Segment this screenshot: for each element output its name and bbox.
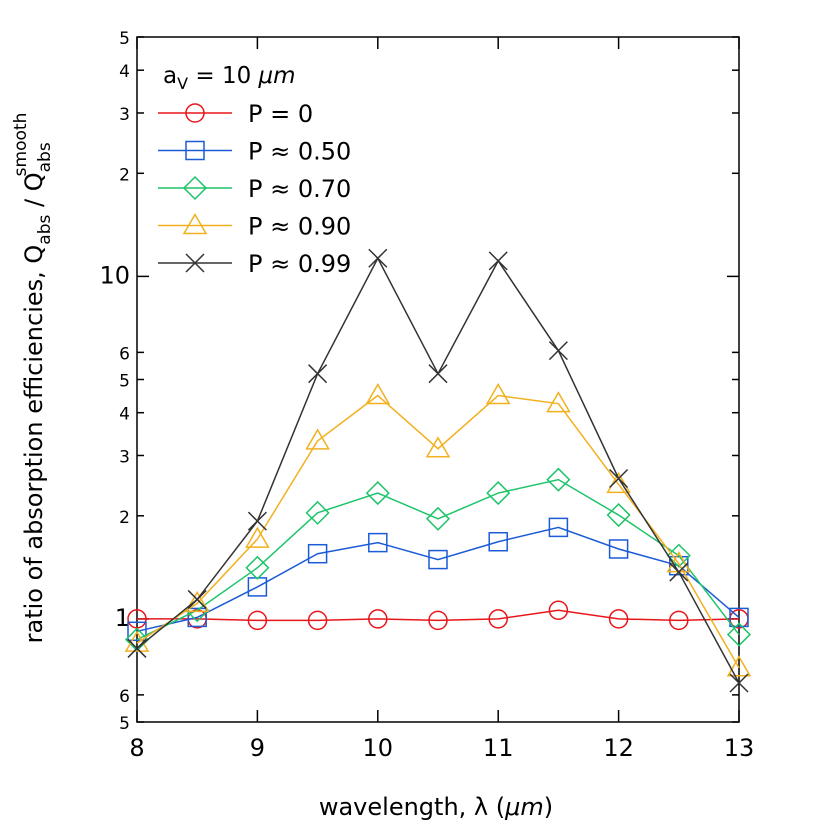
y-tick-label: 4 bbox=[119, 405, 130, 425]
marker bbox=[428, 364, 448, 384]
marker bbox=[546, 391, 571, 413]
legend-title-part: V bbox=[177, 74, 188, 93]
y-tick-label: 3 bbox=[119, 447, 130, 467]
marker bbox=[548, 517, 569, 538]
x-label-part: μm bbox=[504, 793, 544, 821]
marker bbox=[669, 562, 689, 582]
marker bbox=[368, 609, 388, 629]
legend-label: P = 0 bbox=[248, 100, 313, 128]
y-label-part: / Q bbox=[20, 172, 48, 214]
marker bbox=[425, 506, 451, 531]
series-line bbox=[136, 526, 740, 633]
y-label-part: abs bbox=[35, 214, 55, 244]
marker bbox=[548, 600, 569, 620]
marker bbox=[428, 549, 448, 570]
marker bbox=[365, 481, 390, 506]
legend-title-part: μm bbox=[258, 63, 296, 89]
marker bbox=[608, 539, 629, 559]
legend-title-part: a bbox=[163, 63, 177, 89]
x-label-part: ) bbox=[544, 793, 553, 821]
x-tick-label: 13 bbox=[724, 734, 755, 762]
marker bbox=[726, 655, 752, 677]
marker bbox=[729, 607, 749, 628]
marker bbox=[368, 248, 388, 268]
marker bbox=[127, 621, 147, 642]
y-tick-label: 10 bbox=[99, 261, 130, 289]
x-tick-label: 11 bbox=[483, 734, 514, 762]
marker bbox=[609, 468, 629, 489]
marker bbox=[245, 526, 270, 548]
x-axis-label: wavelength, λ (μm) bbox=[319, 793, 553, 821]
marker bbox=[307, 610, 328, 631]
y-axis-label: ratio of absorption efficiencies, Qabs /… bbox=[11, 113, 55, 644]
marker bbox=[606, 502, 631, 528]
marker bbox=[247, 511, 267, 531]
y-label-part: smooth bbox=[11, 113, 31, 177]
marker bbox=[127, 638, 147, 658]
y-tick-label: 5 bbox=[119, 29, 130, 49]
marker bbox=[488, 609, 508, 629]
marker bbox=[488, 251, 508, 271]
series-line bbox=[136, 478, 740, 641]
x-tick-label: 9 bbox=[250, 734, 265, 762]
y-tick-label: 2 bbox=[119, 165, 130, 185]
y-tick-label: 3 bbox=[119, 105, 130, 125]
marker bbox=[726, 622, 752, 647]
marker bbox=[485, 383, 511, 405]
marker bbox=[124, 630, 150, 652]
marker bbox=[548, 341, 568, 361]
marker bbox=[307, 543, 328, 564]
marker bbox=[368, 532, 388, 553]
marker bbox=[428, 610, 448, 631]
legend-marker bbox=[182, 213, 208, 235]
marker bbox=[608, 609, 629, 629]
marker bbox=[606, 471, 631, 494]
legend-label: P ≈ 0.99 bbox=[248, 250, 351, 278]
marker bbox=[486, 481, 511, 506]
marker bbox=[666, 543, 691, 568]
y-tick-label: 2 bbox=[119, 508, 130, 528]
marker bbox=[308, 364, 328, 384]
marker bbox=[305, 428, 330, 450]
y-tick-label: 4 bbox=[119, 62, 130, 82]
marker bbox=[365, 383, 391, 405]
legend-marker bbox=[182, 175, 208, 201]
series-line bbox=[137, 609, 740, 622]
y-label-part: ratio of absorption efficiencies, Q bbox=[20, 245, 48, 644]
marker bbox=[184, 590, 210, 613]
legend-label: P ≈ 0.50 bbox=[248, 138, 351, 166]
legend-label: P ≈ 0.70 bbox=[248, 175, 351, 203]
marker bbox=[247, 610, 268, 631]
y-tick-label: 1 bbox=[115, 604, 130, 632]
y-tick-label: 5 bbox=[119, 372, 130, 392]
marker bbox=[305, 500, 330, 525]
marker bbox=[669, 610, 689, 631]
marker bbox=[187, 589, 207, 609]
x-tick-label: 8 bbox=[129, 734, 144, 762]
marker bbox=[187, 607, 207, 628]
marker bbox=[425, 436, 451, 458]
x-tick-label: 12 bbox=[603, 734, 634, 762]
y-label-part: abs bbox=[35, 142, 55, 172]
marker bbox=[729, 673, 749, 693]
legend-label: P ≈ 0.90 bbox=[248, 213, 351, 241]
y-tick-label: 5 bbox=[119, 714, 130, 734]
y-tick-label: 6 bbox=[119, 344, 130, 364]
x-tick-label: 10 bbox=[363, 734, 394, 762]
marker bbox=[488, 531, 508, 552]
legend-marker bbox=[185, 253, 205, 273]
y-tick-label: 6 bbox=[119, 687, 130, 707]
legend-title: aV = 10 μm bbox=[163, 63, 296, 93]
legend-title-part: = 10 bbox=[188, 63, 258, 89]
legend-marker bbox=[185, 103, 205, 123]
marker bbox=[546, 467, 571, 492]
marker bbox=[245, 555, 270, 580]
x-label-part: wavelength, λ ( bbox=[319, 793, 505, 821]
legend-marker bbox=[185, 140, 205, 161]
